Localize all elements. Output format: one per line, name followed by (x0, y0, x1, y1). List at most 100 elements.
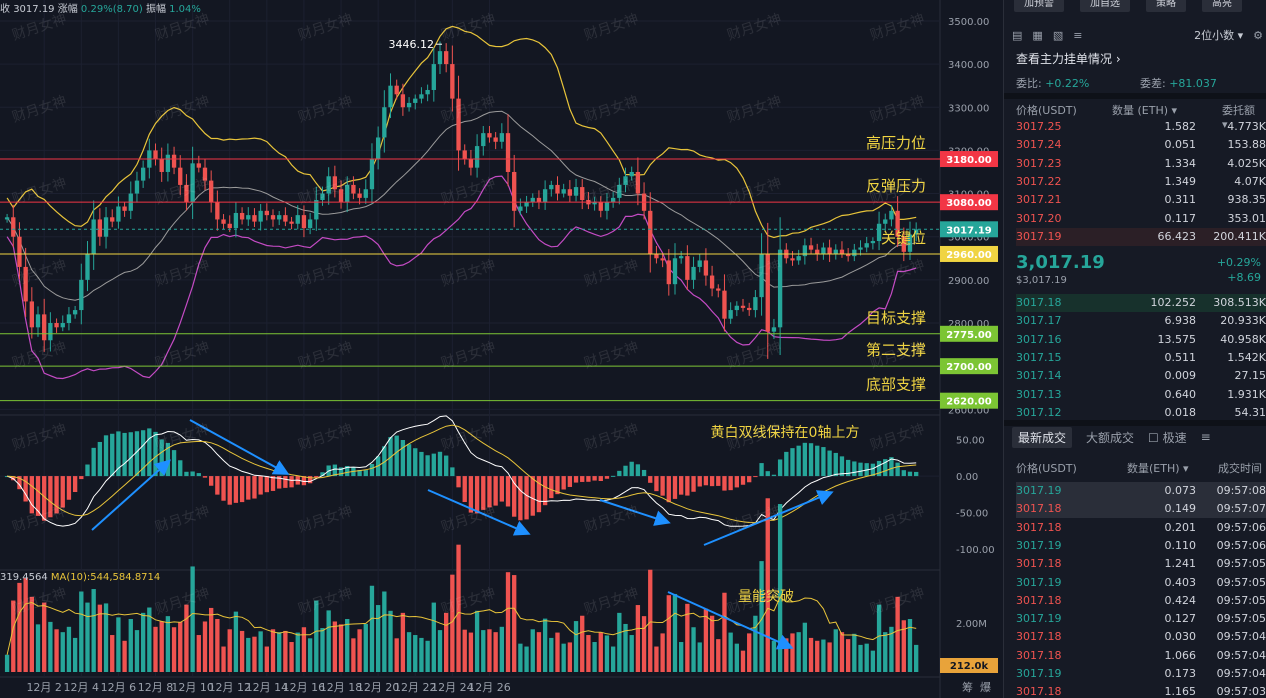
candle (190, 163, 195, 203)
trade-row[interactable]: 3017.18 0.201 09:57:06 (1016, 519, 1266, 537)
macd-bar (580, 476, 585, 482)
x-tick-label: 12月 12 (208, 681, 251, 694)
volume-bar (586, 635, 591, 672)
x-tick-label: 12月 6 (101, 681, 137, 694)
level-price-tag (940, 358, 998, 375)
volume-bar (567, 642, 573, 672)
candle (481, 133, 486, 147)
macd-bar (320, 472, 325, 477)
trade-row[interactable]: 3017.18 1.241 09:57:05 (1016, 555, 1266, 573)
candle (734, 305, 739, 311)
ask-row[interactable]: 3017.25 1.582 4.773K (1016, 118, 1266, 136)
volume-bar (419, 637, 424, 672)
volume-ma-value: 544,584.8714 (90, 572, 161, 583)
strategy-button[interactable]: 策略 (1146, 0, 1186, 12)
volume-bar (277, 632, 282, 672)
trade-row[interactable]: 3017.18 1.066 09:57:04 (1016, 647, 1266, 665)
level-price-label: 3180.00 (946, 155, 992, 166)
ask-row[interactable]: 3017.23 1.334 4.025K (1016, 155, 1266, 173)
bid-row[interactable]: 3017.17 6.938 20.933K (1016, 312, 1266, 330)
volume-bar (122, 640, 127, 672)
settings-icon[interactable]: ⚙ (1253, 28, 1263, 42)
orderbook-asks-icon[interactable]: ▧ (1052, 28, 1064, 42)
bid-row[interactable]: 3017.15 0.511 1.542K (1016, 349, 1266, 367)
qty-header[interactable]: 数量 (ETH) ▾ (1112, 104, 1178, 117)
depth-link[interactable]: 查看主力挂单情况 › (1016, 50, 1121, 67)
price-header: 价格(USDT) (1016, 104, 1077, 117)
boll-lower-line (6, 175, 917, 380)
add-watchlist-button[interactable]: 加自选 (1080, 0, 1130, 12)
orderbook-bids-icon[interactable]: ▦ (1032, 28, 1043, 42)
ask-row[interactable]: 3017.19 66.423 200.411K (1016, 227, 1266, 246)
trade-row[interactable]: 3017.18 0.030 09:57:04 (1016, 628, 1266, 646)
candle (542, 189, 548, 203)
trade-qty-header[interactable]: 数量(ETH) ▾ (1127, 462, 1189, 475)
chart-background (0, 0, 1003, 698)
macd-bar (357, 469, 362, 477)
macd-bar (345, 465, 350, 477)
macd-bar (660, 476, 665, 496)
trade-row[interactable]: 3017.19 0.127 09:57:05 (1016, 610, 1266, 628)
price-tick-label: 3400.00 (948, 60, 989, 71)
candle (580, 187, 585, 201)
orderbook-list-icon[interactable]: ≡ (1073, 28, 1083, 42)
fast-toggle[interactable]: ☐ 极速 (1148, 430, 1187, 445)
ask-qty: 1.334 (1164, 156, 1197, 170)
tab-latest-trades[interactable]: 最新成交 (1012, 426, 1073, 448)
volume-bar (314, 600, 319, 672)
volume-bar (499, 626, 504, 672)
bid-row[interactable]: 3017.16 13.575 40.958K (1016, 331, 1266, 349)
bid-row[interactable]: 3017.12 0.018 54.31 (1016, 404, 1266, 422)
add-alert-button[interactable]: 加预警 (1014, 0, 1064, 12)
amplitude-label: 振幅 (145, 4, 166, 15)
highlight-button[interactable]: 高亮 (1202, 0, 1242, 12)
precision-select[interactable]: 2位小数 ▾ (1194, 29, 1244, 42)
macd-bar (209, 476, 214, 486)
tab-large-trades[interactable]: 大额成交 (1086, 430, 1135, 445)
trade-qty: 0.403 (1164, 575, 1197, 589)
trade-price: 3017.18 (1016, 557, 1062, 571)
candle (648, 210, 653, 254)
candle (685, 256, 690, 280)
change-value: 0.29%(8.70) (80, 4, 143, 15)
trade-row[interactable]: 3017.19 0.110 09:57:06 (1016, 537, 1266, 555)
candle (351, 184, 356, 194)
orderbook-both-icon[interactable]: ▤ (1012, 28, 1023, 42)
ask-row[interactable]: 3017.20 0.117 353.01 (1016, 210, 1266, 228)
ask-row[interactable]: 3017.24 0.051 153.88 (1016, 136, 1266, 154)
trade-row[interactable]: 3017.18 1.165 09:57:03 (1016, 683, 1266, 698)
volume-tag-label: 212.0k (950, 661, 989, 672)
macd-tick-label: 50.00 (956, 436, 985, 447)
trade-row[interactable]: 3017.19 0.173 09:57:04 (1016, 665, 1266, 683)
trade-row[interactable]: 3017.18 0.424 09:57:05 (1016, 592, 1266, 610)
macd-bar (555, 476, 560, 495)
macd-bar (382, 446, 387, 477)
total-header[interactable]: 委托额 ▾ (1222, 104, 1255, 131)
bid-total: 20.933K (1220, 314, 1266, 328)
candle (610, 197, 616, 203)
candle (307, 219, 313, 229)
ask-row[interactable]: 3017.22 1.349 4.07K (1016, 173, 1266, 191)
candle (821, 247, 826, 254)
volume-bar (747, 633, 752, 672)
trade-time: 09:57:08 (1216, 484, 1266, 497)
ask-row[interactable]: 3017.21 0.311 938.35 (1016, 191, 1266, 209)
trade-time: 09:57:03 (1216, 685, 1266, 698)
filter-icon[interactable]: ≡ (1200, 430, 1211, 444)
macd-bar (784, 451, 789, 477)
macd-bar (400, 439, 406, 477)
bid-row[interactable]: 3017.14 0.009 27.15 (1016, 367, 1266, 385)
last-price: 3,017.19 (1016, 252, 1105, 273)
macd-bar (765, 471, 770, 477)
trade-row[interactable]: 3017.19 0.073 09:57:08 (1016, 482, 1266, 500)
trade-row[interactable]: 3017.19 0.403 09:57:05 (1016, 574, 1266, 592)
trade-row[interactable]: 3017.18 0.149 09:57:07 (1016, 500, 1266, 519)
macd-bar (215, 476, 220, 495)
ask-price: 3017.20 (1016, 211, 1062, 225)
macd-bar (29, 476, 34, 514)
volume-bar (301, 627, 307, 672)
candle (202, 167, 208, 181)
bid-row[interactable]: 3017.18 102.252 308.513K (1016, 294, 1266, 312)
bid-row[interactable]: 3017.13 0.640 1.931K (1016, 386, 1266, 404)
